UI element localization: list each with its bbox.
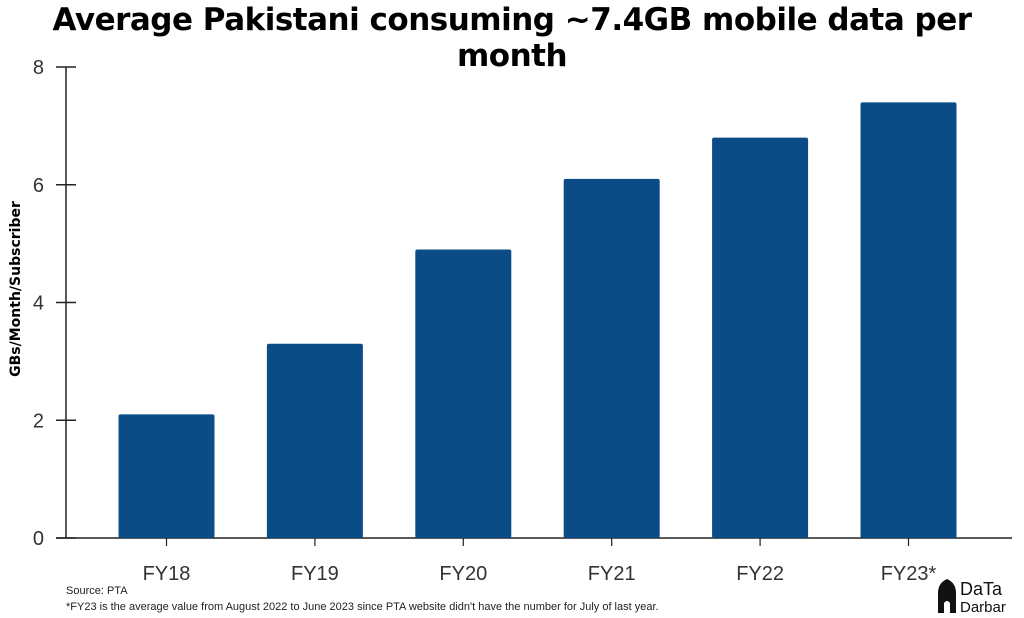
bar-fy18 (118, 414, 215, 538)
x-tick-label: FY22 (736, 563, 784, 585)
x-tick-label: FY18 (143, 563, 191, 585)
y-tick-label: 6 (33, 175, 44, 197)
data-darbar-logo: DaTa Darbar (936, 577, 1016, 615)
y-tick-label: 8 (33, 57, 44, 79)
bar-fy20 (415, 249, 512, 538)
x-tick-label: FY19 (291, 563, 339, 585)
x-tick-label: FY23* (881, 563, 937, 585)
bar-fy21 (563, 178, 660, 539)
y-tick-label: 4 (33, 293, 44, 315)
bar-fy22 (712, 137, 809, 538)
bar-fy23 (860, 102, 957, 538)
logo-text-darbar: Darbar (960, 599, 1006, 615)
logo-text-data: DaTa (960, 579, 1003, 599)
source-note: Source: PTA (66, 585, 128, 597)
y-axis-label: GBs/Month/Subscriber (8, 201, 24, 377)
chart-title: Average Pakistani consuming ~7.4GB mobil… (52, 2, 972, 74)
x-tick-label: FY20 (439, 563, 487, 585)
x-tick-label: FY21 (588, 563, 636, 585)
bar-fy19 (266, 343, 363, 538)
y-tick-label: 0 (33, 528, 44, 550)
footnote: *FY23 is the average value from August 2… (66, 601, 659, 613)
y-tick-label: 2 (33, 410, 44, 432)
